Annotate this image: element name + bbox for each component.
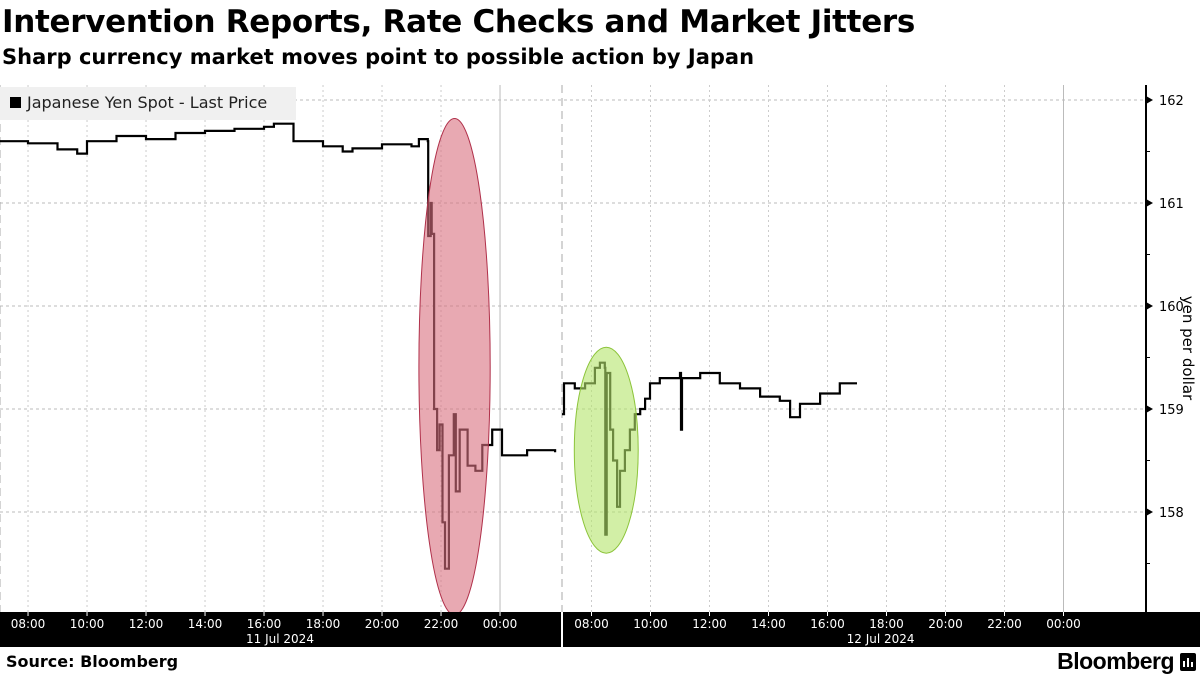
x-date-label: 11 Jul 2024 <box>246 632 314 646</box>
x-tick-label: 20:00 <box>928 617 963 631</box>
chart-subtitle: Sharp currency market moves point to pos… <box>2 45 755 69</box>
y-axis: 162 161 160 159 158 <box>1145 85 1184 612</box>
x-tick-label: 22:00 <box>424 617 459 631</box>
x-tick-label: 08:00 <box>574 617 609 631</box>
x-tick-label: 12:00 <box>129 617 164 631</box>
chart-title: Intervention Reports, Rate Checks and Ma… <box>2 4 916 40</box>
y-tick-marker <box>1146 199 1153 207</box>
x-tick-label: 14:00 <box>751 617 786 631</box>
x-tick-label: 00:00 <box>1046 617 1081 631</box>
x-tick-label: 10:00 <box>633 617 668 631</box>
x-tick-label: 20:00 <box>365 617 400 631</box>
x-tick-label: 00:00 <box>483 617 518 631</box>
x-date-label: 12 Jul 2024 <box>847 632 915 646</box>
y-tick-label: 159 <box>1159 403 1184 418</box>
legend-swatch <box>10 97 21 108</box>
x-tick-label: 16:00 <box>810 617 845 631</box>
x-tick-label: 18:00 <box>869 617 904 631</box>
rate-check-highlight-ellipse <box>573 346 639 554</box>
y-tick-label: 158 <box>1159 506 1184 521</box>
intervention-highlight-ellipse <box>418 118 491 616</box>
annotation-overlays <box>418 118 639 616</box>
legend-label: Japanese Yen Spot - Last Price <box>26 93 267 112</box>
line-chart: Japanese Yen Spot - Last Price 162 161 160… <box>0 85 1200 647</box>
y-tick-label: 161 <box>1159 197 1184 212</box>
y-tick-label: 160 <box>1159 300 1184 315</box>
x-tick-label: 10:00 <box>70 617 105 631</box>
x-tick-label: 14:00 <box>188 617 223 631</box>
x-tick-label: 12:00 <box>692 617 727 631</box>
bloomberg-terminal-icon <box>1180 652 1196 671</box>
y-tick-marker <box>1146 508 1153 516</box>
y-tick-label: 162 <box>1159 94 1184 109</box>
x-tick-label: 08:00 <box>11 617 46 631</box>
gridlines <box>0 85 1146 612</box>
x-tick-label: 22:00 <box>987 617 1022 631</box>
x-tick-label: 16:00 <box>247 617 282 631</box>
y-tick-marker <box>1146 405 1153 413</box>
logo-text: Bloomberg <box>1057 648 1174 674</box>
x-axis: 08:00 10:00 12:00 14:00 16:00 18:00 20:00 22:00… <box>0 612 1200 647</box>
x-tick-label: 18:00 <box>306 617 341 631</box>
y-tick-marker <box>1146 302 1153 310</box>
bloomberg-logo: Bloomberg <box>1057 648 1196 675</box>
x-axis-bar <box>0 612 1200 647</box>
y-axis-label: yen per dollar <box>1179 296 1197 401</box>
legend-background <box>0 87 296 120</box>
y-tick-marker <box>1146 96 1153 104</box>
source-note: Source: Bloomberg <box>6 652 179 671</box>
legend: Japanese Yen Spot - Last Price <box>0 87 296 120</box>
